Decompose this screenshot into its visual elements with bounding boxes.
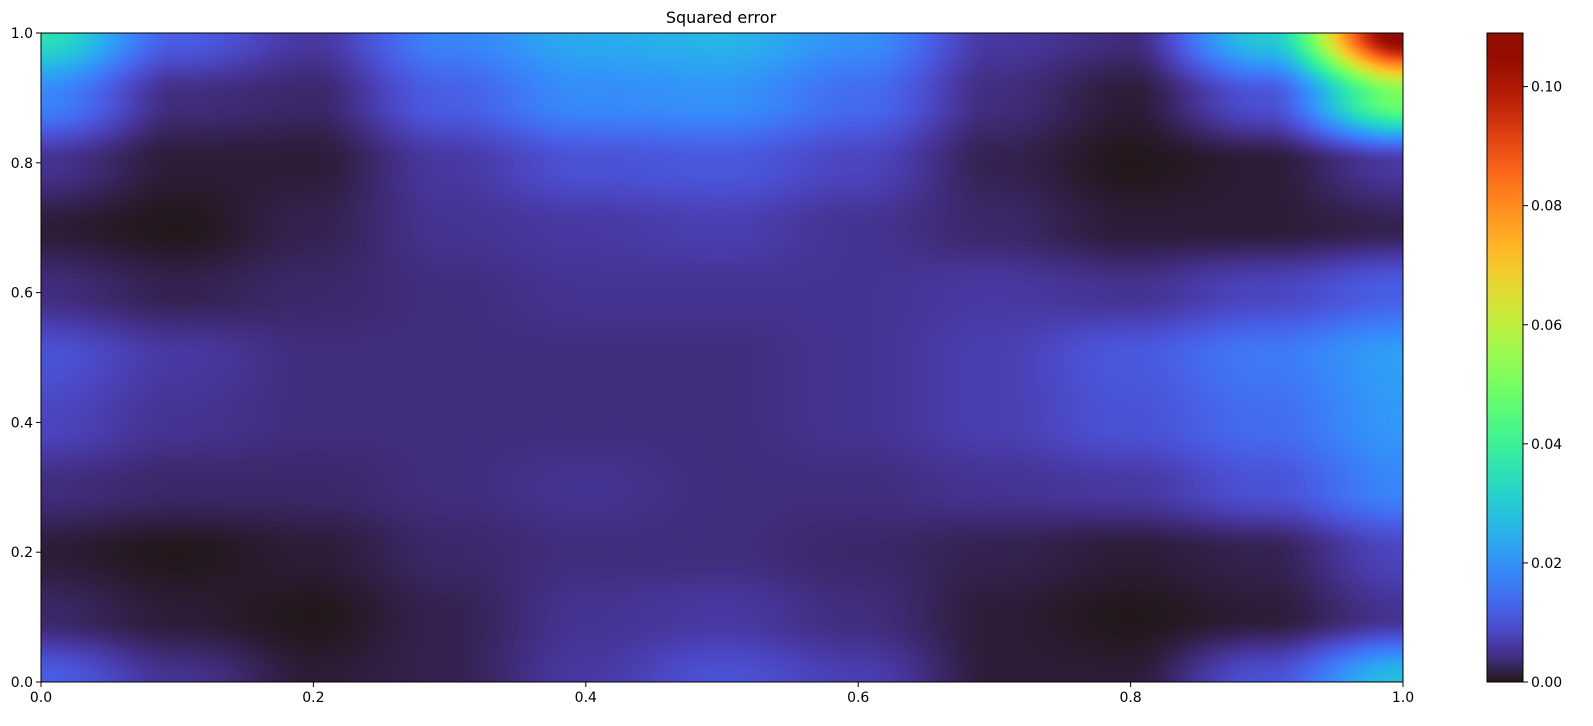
chart-title: Squared error <box>666 8 777 27</box>
colorbar-tick-label: 0.06 <box>1531 318 1562 334</box>
x-tick-label: 0.6 <box>847 690 869 706</box>
x-axis: 0.0 0.2 0.4 0.6 0.8 1.0 <box>30 682 1414 706</box>
colorbar-ticks: 0.00 0.02 0.04 0.06 0.08 0.10 <box>1523 80 1562 691</box>
x-tick-label: 0.0 <box>30 690 52 706</box>
x-tick-label: 0.8 <box>1119 690 1141 706</box>
plot-area <box>40 32 1404 683</box>
heatmap-image <box>41 33 1403 682</box>
colorbar-bar <box>1486 32 1524 683</box>
colorbar-tick-label: 0.02 <box>1531 556 1562 572</box>
x-tick-label: 1.0 <box>1392 690 1414 706</box>
y-tick-label: 1.0 <box>11 26 33 42</box>
colorbar-tick-label: 0.08 <box>1531 199 1562 215</box>
colorbar-tick-label: 0.04 <box>1531 437 1562 453</box>
y-tick-label: 0.2 <box>11 545 33 561</box>
x-tick-label: 0.2 <box>302 690 324 706</box>
y-tick-label: 0.4 <box>11 415 33 431</box>
colorbar: 0.00 0.02 0.04 0.06 0.08 0.10 <box>1486 32 1562 691</box>
y-axis: 0.0 0.2 0.4 0.6 0.8 1.0 <box>11 26 41 691</box>
y-tick-label: 0.0 <box>11 675 33 691</box>
colorbar-tick-label: 0.10 <box>1531 80 1562 96</box>
y-tick-label: 0.6 <box>11 286 33 302</box>
plot-frame <box>40 32 1404 683</box>
x-tick-label: 0.4 <box>575 690 597 706</box>
y-tick-label: 0.8 <box>11 156 33 172</box>
colorbar-tick-label: 0.00 <box>1531 675 1562 691</box>
